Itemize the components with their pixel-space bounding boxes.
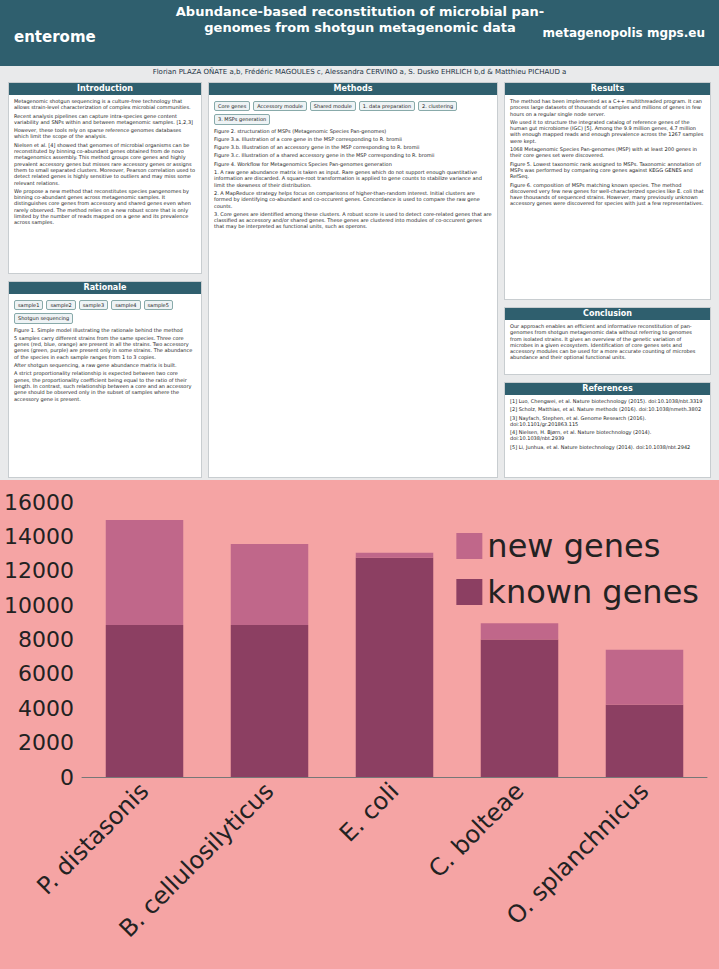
html-text:enterome: enterome — [14, 28, 96, 46]
html-text:[3] Nayfach, Stephen, et al. G: [3] Nayfach, Stephen, et al. Genome Rese… — [510, 414, 646, 427]
html-text:3. MSPs generation: 3. MSPs generation — [218, 116, 267, 123]
svg-text:P. distasonis: P. distasonis — [31, 777, 154, 900]
html-text:[2] Scholz, Matthias, et al. N: [2] Scholz, Matthias, et al. Nature meth… — [510, 406, 702, 413]
svg-text:new genes: new genes — [487, 527, 660, 565]
svg-text:6000: 6000 — [18, 661, 74, 686]
html-text:sample5: sample5 — [147, 302, 169, 308]
html-text:Abundance-based reconstitution: Abundance-based reconstitution of microb… — [175, 4, 545, 35]
html-text:Methods: Methods — [333, 84, 373, 93]
html-text:Florian PLAZA OÑATE a,b, Frédé: Florian PLAZA OÑATE a,b, Frédéric MAGOUL… — [152, 68, 567, 76]
html-text:Results: Results — [590, 84, 625, 93]
html-text:sample2: sample2 — [50, 302, 72, 308]
html-text:Recent analysis pipelines can: Recent analysis pipelines can capture in… — [14, 112, 193, 125]
html-text:Our approach enables an effici: Our approach enables an efficient and in… — [510, 323, 696, 361]
html-text:Rationale: Rationale — [83, 283, 127, 292]
html-text:[4] Nielsen, H. Bjørn, et al.: [4] Nielsen, H. Bjørn, et al. Nature bio… — [510, 429, 652, 442]
html-text:5 samples carry different stra: 5 samples carry different strains from t… — [14, 334, 193, 360]
svg-text:E. coli: E. coli — [334, 777, 404, 847]
html-text:The method has been implemente: The method has been implemented as a C++… — [510, 98, 702, 117]
svg-text:4000: 4000 — [18, 696, 74, 721]
html-text:sample3: sample3 — [82, 302, 105, 308]
html-text:Figure 2. structuration of MSP: Figure 2. structuration of MSPs (Metagen… — [214, 127, 387, 134]
html-text:Shotgun sequencing: Shotgun sequencing — [18, 315, 70, 322]
html-text:However, these tools rely on s: However, these tools rely on sparse refe… — [14, 127, 182, 140]
html-text:Figure 3.a. Illustration of a: Figure 3.a. Illustration of a core gene … — [214, 135, 402, 142]
html-text:Figure 3.b. Illustration of an: Figure 3.b. Illustration of an accessory… — [214, 144, 420, 151]
svg-text:O. splanchnicus: O. splanchnicus — [501, 777, 654, 930]
svg-text:2000: 2000 — [18, 730, 74, 755]
svg-text:B. cellulosilyticus: B. cellulosilyticus — [114, 777, 280, 943]
html-text:Accessory module: Accessory module — [257, 103, 303, 109]
html-text:Figure 4. Workflow for Metagen: Figure 4. Workflow for Metagenomics Spec… — [214, 160, 392, 167]
html-text:We propose a new method that r: We propose a new method that reconstitut… — [14, 187, 191, 226]
svg-text:16000: 16000 — [4, 490, 74, 515]
svg-text:10000: 10000 — [4, 593, 74, 618]
html-text:References: References — [582, 384, 633, 393]
html-text:[5] Li, Junhua, et al. Nature: [5] Li, Junhua, et al. Nature biotechnol… — [510, 443, 691, 450]
html-text:After shotgun sequencing, a ra: After shotgun sequencing, a raw gene abu… — [14, 362, 177, 369]
html-text:1068 Metagenomic Species Pan-g: 1068 Metagenomic Species Pan-genomes (MS… — [510, 146, 697, 159]
html-text:Figure 1. Simple model illustr: Figure 1. Simple model illustrating the … — [14, 326, 183, 333]
html-text:We used it to structure the in: We used it to structure the integrated c… — [510, 118, 704, 144]
html-text:1. A raw gene abundance matrix: 1. A raw gene abundance matrix is taken … — [214, 169, 482, 188]
svg-text:C. bolteae: C. bolteae — [423, 777, 529, 883]
svg-text:14000: 14000 — [4, 524, 74, 549]
html-text:1. data preparation: 1. data preparation — [362, 103, 412, 109]
html-text:sample1: sample1 — [18, 302, 40, 308]
html-text:Nielsen et al. [4] showed that: Nielsen et al. [4] showed that genomes o… — [14, 141, 195, 186]
html-text:Metagenomic shotgun sequencing: Metagenomic shotgun sequencing is a cult… — [14, 98, 191, 111]
html-text:Figure 6. composition of MSPs: Figure 6. composition of MSPs matching k… — [510, 181, 704, 207]
html-text:Figure 5. Lowest taxonomic ran: Figure 5. Lowest taxonomic rank assigned… — [510, 160, 701, 180]
html-text:[1] Luo, Chengwei, et al. Natu: [1] Luo, Chengwei, et al. Nature biotech… — [510, 398, 703, 404]
html-text:2. clustering: 2. clustering — [422, 103, 454, 109]
html-text:Shared module: Shared module — [313, 103, 352, 109]
html-text:sample4: sample4 — [115, 302, 137, 308]
html-text:Figure 3.c. Illustration of a: Figure 3.c. Illustration of a shared acc… — [214, 152, 435, 159]
svg-text:0: 0 — [60, 765, 74, 790]
svg-text:known genes: known genes — [487, 573, 699, 611]
html-text:2. A MapReduce strategy helps: 2. A MapReduce strategy helps focus on c… — [214, 190, 480, 209]
svg-text:8000: 8000 — [18, 627, 74, 652]
svg-text:12000: 12000 — [4, 558, 74, 583]
html-text:A strict proportionality relat: A strict proportionality relationship is… — [14, 370, 192, 402]
html-text:metagenopolis mgps.eu: metagenopolis mgps.eu — [542, 26, 705, 40]
html-text:3. Core genes are identified a: 3. Core genes are identified among these… — [214, 210, 492, 230]
html-text:Conclusion: Conclusion — [583, 309, 632, 318]
html-text:Core genes: Core genes — [218, 103, 247, 109]
html-text:Introduction: Introduction — [77, 84, 133, 93]
